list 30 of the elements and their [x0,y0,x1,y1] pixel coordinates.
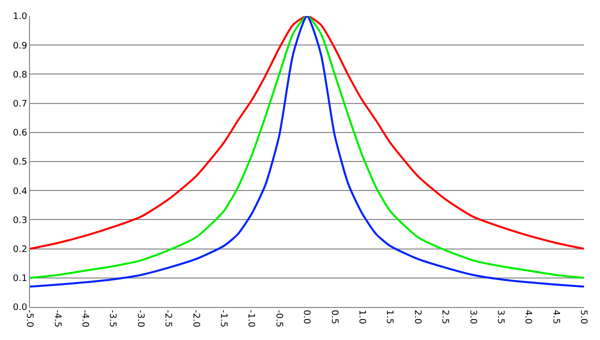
x-tick-label: 1.5 [384,310,394,324]
x-tick-label: 3.5 [494,310,505,324]
y-tick-label: 0.9 [12,41,28,52]
x-tick-label: 4.0 [522,310,533,324]
x-tick-label: 0.5 [328,310,339,324]
y-tick-label: 0.6 [12,128,28,139]
x-tick-label: -3.5 [107,310,118,328]
x-tick-label: -0.5 [273,310,284,328]
y-tick-label: 0.2 [12,244,28,255]
x-tick-label: -4.5 [52,310,62,328]
x-tick-label: -2.5 [162,310,173,328]
y-tick-label: 0.7 [12,99,28,110]
x-tick-label: -4.0 [79,310,90,328]
y-tick-label: 1.0 [12,12,28,22]
x-tick-label: -1.5 [218,310,228,328]
x-tick-label: -2.0 [190,310,200,328]
y-tick-label: 0.8 [12,70,28,80]
y-tick-label: 0.3 [12,216,28,226]
y-tick-label: 0.5 [12,158,28,168]
x-tick-label: 0.0 [301,310,312,324]
x-tick-label: 2.0 [412,310,422,324]
x-tick-label: 1.0 [356,310,366,324]
x-tick-label: 2.5 [440,310,450,324]
x-tick-label: -1.0 [246,310,256,328]
y-tick-label: 0.4 [12,186,28,197]
x-tick-label: 4.5 [550,310,560,324]
x-tick-label: 5.0 [578,310,588,324]
y-tick-label: 0.1 [12,274,28,284]
x-tick-label: -3.0 [134,310,145,328]
x-tick-label: 3.0 [467,310,478,324]
